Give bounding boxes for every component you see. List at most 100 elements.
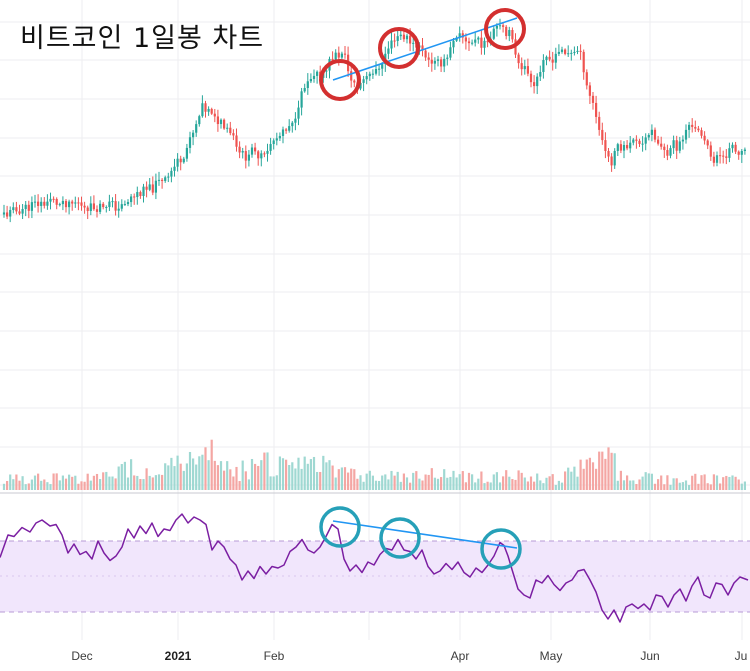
volume-bar (195, 464, 198, 490)
volume-bar (114, 478, 117, 490)
candle-body (734, 144, 737, 152)
volume-bar (148, 475, 151, 490)
x-tick-apr: Apr (451, 649, 470, 663)
volume-bar (102, 472, 105, 490)
candle-body (709, 145, 712, 157)
candle-body (523, 66, 526, 70)
candle-body (337, 52, 340, 58)
volume-bar (688, 485, 691, 490)
candle-body (40, 201, 43, 206)
volume-bar (511, 479, 514, 490)
candle-body (6, 212, 9, 217)
candle-body (64, 200, 68, 208)
candle-body (157, 179, 161, 181)
volume-bar (303, 456, 306, 490)
candle-body (672, 140, 675, 149)
candle-body (443, 58, 446, 67)
volume-bar (216, 465, 219, 490)
candle-body (554, 53, 557, 63)
candle-body (170, 170, 173, 177)
candle-body (353, 80, 356, 83)
candle-body (706, 140, 709, 146)
volume-bar (591, 462, 595, 490)
volume-bar (545, 477, 548, 490)
candle-body (601, 129, 604, 141)
volume-bar (164, 463, 167, 490)
volume-bar (653, 483, 657, 490)
volume-bar (483, 483, 486, 490)
volume-bar (725, 475, 728, 490)
volume-bar (176, 455, 179, 490)
volume-bar (644, 472, 647, 490)
volume-bar (263, 452, 266, 490)
candle-body (560, 49, 564, 52)
candle-body (188, 137, 192, 148)
candle-body (619, 144, 622, 151)
candle-body (681, 139, 684, 142)
candle-body (55, 198, 58, 205)
volume-bar (331, 465, 334, 490)
volume-bar (675, 478, 678, 490)
candle-body (694, 126, 697, 129)
candle-body (74, 202, 77, 204)
candle-body (622, 144, 626, 151)
candle-body (526, 66, 529, 74)
volume-bar (635, 484, 638, 490)
candle-body (80, 202, 83, 206)
price-high-circle-3 (484, 8, 526, 50)
volume-bar (201, 454, 204, 490)
rsi-high-trendline (332, 520, 518, 549)
candle-body (275, 138, 278, 141)
candle-body (629, 142, 632, 149)
candle-body (58, 204, 61, 206)
volume-bar (157, 474, 161, 490)
volume-bar (666, 475, 669, 490)
volume-bar (213, 460, 216, 490)
volume-bar (40, 480, 43, 490)
volume-bar (430, 468, 433, 490)
candle-body (192, 132, 195, 138)
volume-bar (467, 472, 471, 490)
candle-body (164, 177, 167, 181)
volume-bar (167, 465, 170, 490)
volume-bar (378, 480, 381, 490)
volume-bar (300, 468, 303, 490)
candle-body (226, 127, 229, 129)
volume-bar (573, 466, 576, 490)
candle-body (257, 151, 260, 159)
volume-bar (660, 475, 663, 490)
candle-body (604, 140, 607, 151)
candle-body (666, 150, 669, 156)
candle-body (285, 129, 288, 131)
candle-body (477, 37, 480, 40)
volume-bar (18, 480, 21, 490)
candle-body (294, 118, 297, 123)
rsi-high-circle-2 (379, 517, 421, 559)
volume-bar (353, 469, 356, 490)
candle-body (33, 201, 37, 203)
volume-bar (105, 471, 108, 490)
volume-bar (461, 471, 464, 490)
candle-body (703, 135, 706, 141)
candle-body (588, 85, 591, 96)
x-tick-jul: Ju (735, 649, 748, 663)
candle-body (495, 25, 498, 29)
volume-bar (719, 483, 722, 490)
candle-body (120, 204, 123, 209)
volume-bar (709, 484, 712, 490)
candle-body (579, 50, 582, 52)
volume-bar (170, 457, 173, 490)
candle-body (244, 151, 247, 161)
volume-bar (260, 460, 263, 490)
volume-bar (412, 472, 415, 490)
volume-bar (306, 463, 309, 490)
candle-body (520, 63, 523, 70)
volume-bar (390, 470, 393, 490)
candle-body (635, 139, 638, 141)
volume-bar (269, 476, 272, 490)
candle-body (49, 198, 52, 202)
volume-bar (250, 458, 254, 490)
candle-body (331, 58, 334, 62)
candle-body (576, 50, 579, 52)
volume-bar (46, 482, 49, 490)
